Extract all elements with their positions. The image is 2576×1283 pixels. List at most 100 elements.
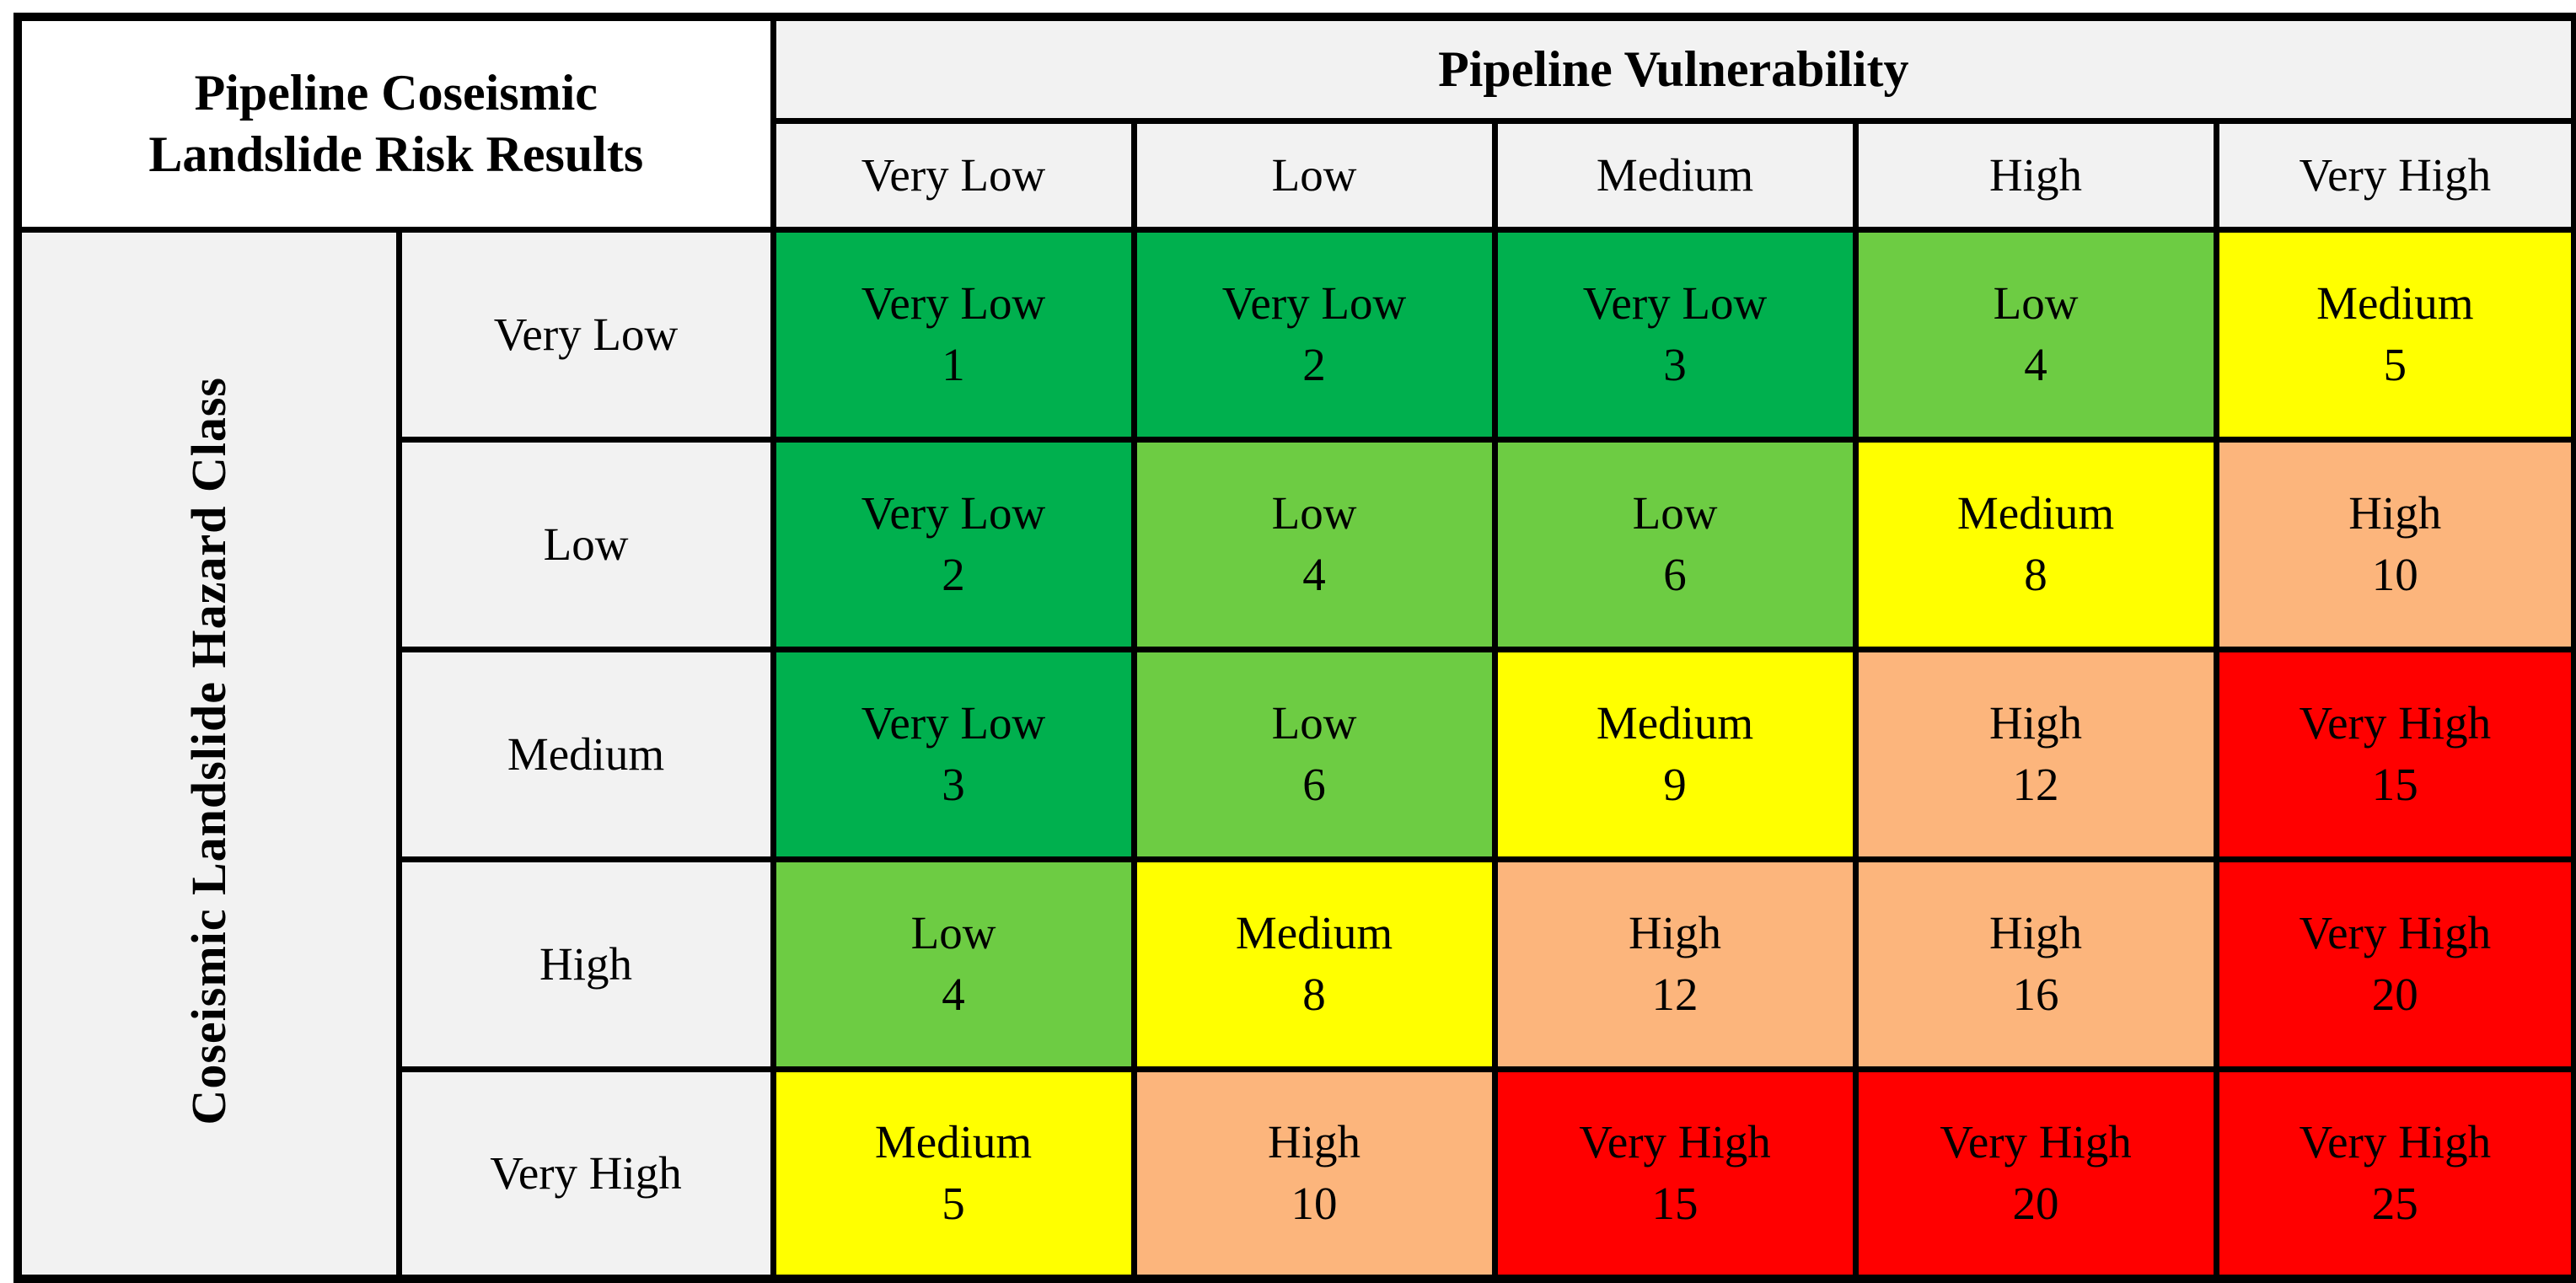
row-header-medium: Medium [395, 646, 776, 862]
risk-cell-value: 12 [1651, 968, 1699, 1020]
risk-cell-r1c2: Very Low 2 [1130, 226, 1498, 443]
risk-cell-label: Very Low [861, 486, 1046, 539]
risk-cell-label: Medium [1596, 696, 1754, 749]
risk-cell-r3c5: Very High 15 [2213, 646, 2576, 862]
risk-cell-r1c1: Very Low 1 [770, 226, 1137, 443]
header-row-group: Pipeline Coseismic Landslide Risk Result… [14, 13, 2576, 233]
risk-cell-value: 12 [2012, 758, 2059, 810]
risk-cell-label: Very High [2299, 696, 2492, 749]
risk-cell-label: Very Low [861, 696, 1046, 749]
risk-cell-label: Very High [1579, 1116, 1771, 1168]
risk-cell-value: 2 [1302, 338, 1326, 390]
risk-cell-r5c1: Medium 5 [770, 1066, 1137, 1282]
header-row-columns: Very Low Low Medium High Very High [18, 117, 2576, 233]
risk-cell-r3c1: Very Low 3 [770, 646, 1137, 862]
risk-cell-r2c5: High 10 [2213, 436, 2576, 652]
column-header-very-low: Very Low [770, 117, 1137, 233]
risk-cell-r1c4: Low 4 [1852, 226, 2219, 443]
risk-cell-r2c3: Low 6 [1491, 436, 1859, 652]
risk-cell-label: Medium [874, 1116, 1033, 1168]
risk-cell-value: 10 [2371, 548, 2418, 600]
risk-cell-r4c4: High 16 [1852, 856, 2219, 1072]
risk-cell-label: High [1629, 906, 1722, 958]
risk-cell-r4c3: High 12 [1491, 856, 1859, 1072]
risk-matrix-table: Pipeline Coseismic Landslide Risk Result… [13, 13, 2576, 1283]
risk-cell-label: Very Low [861, 276, 1046, 329]
risk-cell-label: Very High [1940, 1116, 2132, 1168]
risk-cell-label: High [1989, 696, 2083, 749]
risk-cell-label: Low [1993, 276, 2079, 329]
risk-cell-value: 20 [2012, 1177, 2059, 1229]
risk-cell-label: High [2348, 486, 2442, 539]
risk-cell-label: Medium [1956, 486, 2115, 539]
risk-cell-value: 15 [1651, 1177, 1699, 1229]
risk-cell-label: Low [1271, 486, 1357, 539]
column-header-very-high: Very High [2213, 117, 2576, 233]
risk-cell-r3c4: High 12 [1852, 646, 2219, 862]
risk-cell-value: 15 [2371, 758, 2418, 810]
risk-cell-label: Very High [2299, 906, 2492, 958]
risk-cell-r5c3: Very High 15 [1491, 1066, 1859, 1282]
risk-cell-value: 5 [942, 1177, 965, 1229]
table-title: Pipeline Coseismic Landslide Risk Result… [14, 13, 776, 233]
risk-cell-r5c5: Very High 25 [2213, 1066, 2576, 1282]
table-row: High Low 4 Medium 8 High 12 High 16 Very… [18, 856, 2576, 1072]
risk-cell-label: Very High [2299, 1116, 2492, 1168]
risk-cell-value: 5 [2383, 338, 2407, 390]
risk-cell-label: Medium [2316, 276, 2474, 329]
risk-cell-label: Medium [1235, 906, 1393, 958]
column-group-header: Pipeline Vulnerability [770, 13, 2576, 124]
risk-cell-label: High [1989, 906, 2083, 958]
risk-cell-value: 6 [1663, 548, 1687, 600]
row-group-header: Coseismic Landslide Hazard Class [181, 377, 237, 1126]
table-row: Very High Medium 5 High 10 Very High 15 … [18, 1066, 2576, 1282]
risk-cell-label: Low [910, 906, 996, 958]
risk-cell-label: Low [1271, 696, 1357, 749]
table-title-line1: Pipeline Coseismic [194, 64, 598, 121]
risk-cell-value: 20 [2371, 968, 2418, 1020]
row-header-high: High [395, 856, 776, 1072]
risk-cell-value: 4 [1302, 548, 1326, 600]
risk-matrix-figure: Pipeline Coseismic Landslide Risk Result… [13, 13, 2576, 1283]
table-row: Medium Very Low 3 Low 6 Medium 9 High 12… [18, 646, 2576, 862]
risk-cell-value: 3 [942, 758, 965, 810]
column-header-low: Low [1130, 117, 1498, 233]
risk-cell-r2c1: Very Low 2 [770, 436, 1137, 652]
table-row: Coseismic Landslide Hazard Class Very Lo… [14, 226, 2576, 1282]
risk-cell-r3c2: Low 6 [1130, 646, 1498, 862]
risk-cell-label: Very Low [1221, 276, 1407, 329]
risk-cell-value: 4 [942, 968, 965, 1020]
row-header-low: Low [395, 436, 776, 652]
risk-cell-value: 2 [942, 548, 965, 600]
risk-cell-value: 8 [2024, 548, 2047, 600]
risk-cell-r4c2: Medium 8 [1130, 856, 1498, 1072]
risk-cell-r2c4: Medium 8 [1852, 436, 2219, 652]
risk-cell-value: 1 [942, 338, 965, 390]
column-header-medium: Medium [1491, 117, 1859, 233]
row-header-very-low: Very Low [395, 226, 776, 443]
risk-cell-label: Low [1632, 486, 1718, 539]
risk-cell-r5c2: High 10 [1130, 1066, 1498, 1282]
row-header-very-high: Very High [395, 1066, 776, 1282]
risk-cell-r1c5: Medium 5 [2213, 226, 2576, 443]
table-row: Low Very Low 2 Low 4 Low 6 Medium 8 High… [18, 436, 2576, 652]
risk-cell-value: 4 [2024, 338, 2047, 390]
risk-cell-value: 25 [2371, 1177, 2418, 1229]
risk-cell-value: 16 [2012, 968, 2059, 1020]
column-header-high: High [1852, 117, 2219, 233]
row-group-header-cell: Coseismic Landslide Hazard Class [14, 226, 402, 1282]
risk-cell-value: 3 [1663, 338, 1687, 390]
risk-cell-label: High [1268, 1116, 1361, 1168]
risk-cell-r4c5: Very High 20 [2213, 856, 2576, 1072]
risk-cell-r3c3: Medium 9 [1491, 646, 1859, 862]
risk-cell-value: 9 [1663, 758, 1687, 810]
risk-cell-value: 8 [1302, 968, 1326, 1020]
risk-cell-r2c2: Low 4 [1130, 436, 1498, 652]
risk-cell-value: 6 [1302, 758, 1326, 810]
risk-cell-label: Very Low [1582, 276, 1768, 329]
risk-cell-r4c1: Low 4 [770, 856, 1137, 1072]
risk-cell-value: 10 [1291, 1177, 1338, 1229]
risk-cell-r5c4: Very High 20 [1852, 1066, 2219, 1282]
table-title-line2: Landslide Risk Results [148, 126, 644, 182]
risk-cell-r1c3: Very Low 3 [1491, 226, 1859, 443]
